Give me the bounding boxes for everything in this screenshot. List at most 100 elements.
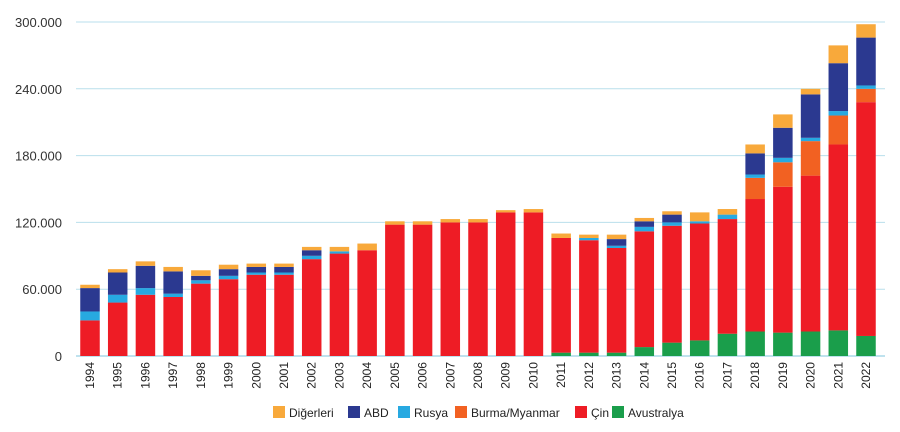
bar-segment-Rusya [301, 255, 322, 260]
bar-stack-2011 [551, 233, 571, 356]
bar-stack-2012 [579, 234, 599, 356]
bar-stack-2008 [468, 219, 488, 356]
bar-segment-Diğerleri [218, 264, 239, 270]
bar-segment-Rusya [689, 221, 710, 224]
legend-item-Çin: Çin [575, 406, 609, 420]
bar-segment-Rusya [773, 157, 793, 163]
bar-segment-ABD [773, 127, 793, 158]
bar-segment-Diğerleri [579, 234, 599, 238]
bar-stack-2006 [412, 221, 433, 356]
bar-stack-1998 [191, 270, 211, 356]
bar-segment-ABD [218, 269, 239, 276]
bar-segment-Burma/Myanmar [828, 115, 849, 145]
bar-stack-2009 [495, 210, 516, 356]
bar-segment-Avustralya [662, 342, 682, 356]
bar-segment-Diğerleri [551, 233, 571, 238]
bar-segment-Çin [800, 175, 821, 332]
bars [80, 24, 876, 356]
legend-label: Diğerleri [289, 406, 334, 420]
bar-segment-Avustralya [717, 333, 738, 356]
x-tick-label: 2007 [443, 362, 457, 389]
bar-stack-1995 [107, 269, 128, 356]
x-tick-label: 2008 [471, 362, 485, 389]
bar-segment-Diğerleri [717, 209, 738, 215]
bar-segment-Rusya [163, 293, 183, 297]
x-tick-label: 1998 [194, 362, 208, 389]
bar-stack-2019 [773, 114, 793, 356]
bar-segment-Çin [385, 224, 405, 356]
bar-stack-2016 [689, 212, 710, 356]
bar-segment-Rusya [717, 214, 738, 220]
legend-swatch [455, 406, 467, 418]
bar-stack-2014 [634, 217, 655, 356]
bar-stack-2004 [357, 243, 377, 356]
bar-stack-2018 [745, 144, 765, 356]
legend-swatch [398, 406, 410, 418]
x-tick-label: 2012 [582, 362, 596, 389]
legend-label: Burma/Myanmar [471, 406, 560, 420]
x-tick-label: 2003 [332, 362, 346, 389]
bar-stack-2015 [662, 211, 682, 356]
bar-segment-ABD [191, 275, 211, 281]
bar-stack-2005 [385, 221, 405, 356]
x-tick-label: 2022 [859, 362, 873, 389]
bar-segment-Rusya [135, 288, 156, 295]
x-tick-label: 2002 [305, 362, 319, 389]
x-tick-label: 1999 [222, 362, 236, 389]
bar-segment-Diğerleri [606, 234, 627, 240]
legend-item-Rusya: Rusya [398, 406, 448, 420]
bar-segment-ABD [163, 271, 183, 294]
bar-segment-Çin [412, 224, 433, 356]
y-tick-label: 180.000 [15, 149, 62, 164]
bar-segment-Çin [274, 274, 294, 356]
y-tick-label: 120.000 [15, 215, 62, 230]
bar-segment-Burma/Myanmar [800, 141, 821, 176]
x-tick-label: 2021 [831, 362, 845, 389]
bar-stack-2002 [301, 246, 322, 356]
bar-segment-Diğerleri [773, 114, 793, 128]
bar-segment-Avustralya [689, 340, 710, 356]
bar-segment-Diğerleri [634, 217, 655, 222]
bar-stack-2000 [246, 263, 267, 356]
bar-segment-Burma/Myanmar [773, 162, 793, 187]
bar-segment-Rusya [856, 85, 876, 89]
bar-segment-Rusya [800, 137, 821, 142]
y-tick-label: 300.000 [15, 15, 62, 30]
x-tick-label: 2004 [360, 362, 374, 389]
bar-segment-ABD [80, 288, 100, 312]
bar-segment-Rusya [745, 174, 765, 178]
bar-segment-Çin [689, 223, 710, 341]
bar-segment-Çin [246, 274, 267, 356]
bar-segment-Çin [191, 283, 211, 356]
x-tick-label: 2017 [720, 362, 734, 389]
bar-segment-Rusya [274, 272, 294, 275]
bar-segment-Diğerleri [301, 246, 322, 251]
bar-segment-Çin [856, 102, 876, 336]
bar-segment-Çin [773, 186, 793, 333]
bar-segment-Avustralya [579, 352, 599, 356]
bar-segment-Burma/Myanmar [745, 177, 765, 200]
bar-segment-Diğerleri [440, 219, 461, 223]
bar-segment-Diğerleri [191, 270, 211, 276]
bar-segment-Rusya [634, 226, 655, 232]
x-tick-label: 2011 [554, 362, 568, 388]
bar-segment-Avustralya [745, 331, 765, 356]
bar-segment-Rusya [191, 280, 211, 284]
x-tick-label: 2015 [665, 362, 679, 389]
bar-segment-Çin [135, 294, 156, 356]
bar-segment-Çin [107, 302, 128, 356]
bar-segment-Diğerleri [163, 266, 183, 272]
bar-segment-ABD [745, 153, 765, 175]
legend: Diğerleri ABD Rusya Burma/Myanmar Çin Avustra… [273, 406, 684, 420]
x-tick-label: 1994 [83, 362, 97, 389]
bar-segment-Diğerleri [800, 88, 821, 95]
bar-segment-Diğerleri [246, 263, 267, 267]
bar-segment-Çin [440, 222, 461, 356]
bar-segment-ABD [634, 221, 655, 227]
x-tick-label: 2009 [499, 362, 513, 389]
bar-segment-Diğerleri [385, 221, 405, 225]
bar-segment-Avustralya [800, 331, 821, 356]
x-tick-label: 1996 [138, 362, 152, 389]
bar-segment-ABD [606, 239, 627, 246]
